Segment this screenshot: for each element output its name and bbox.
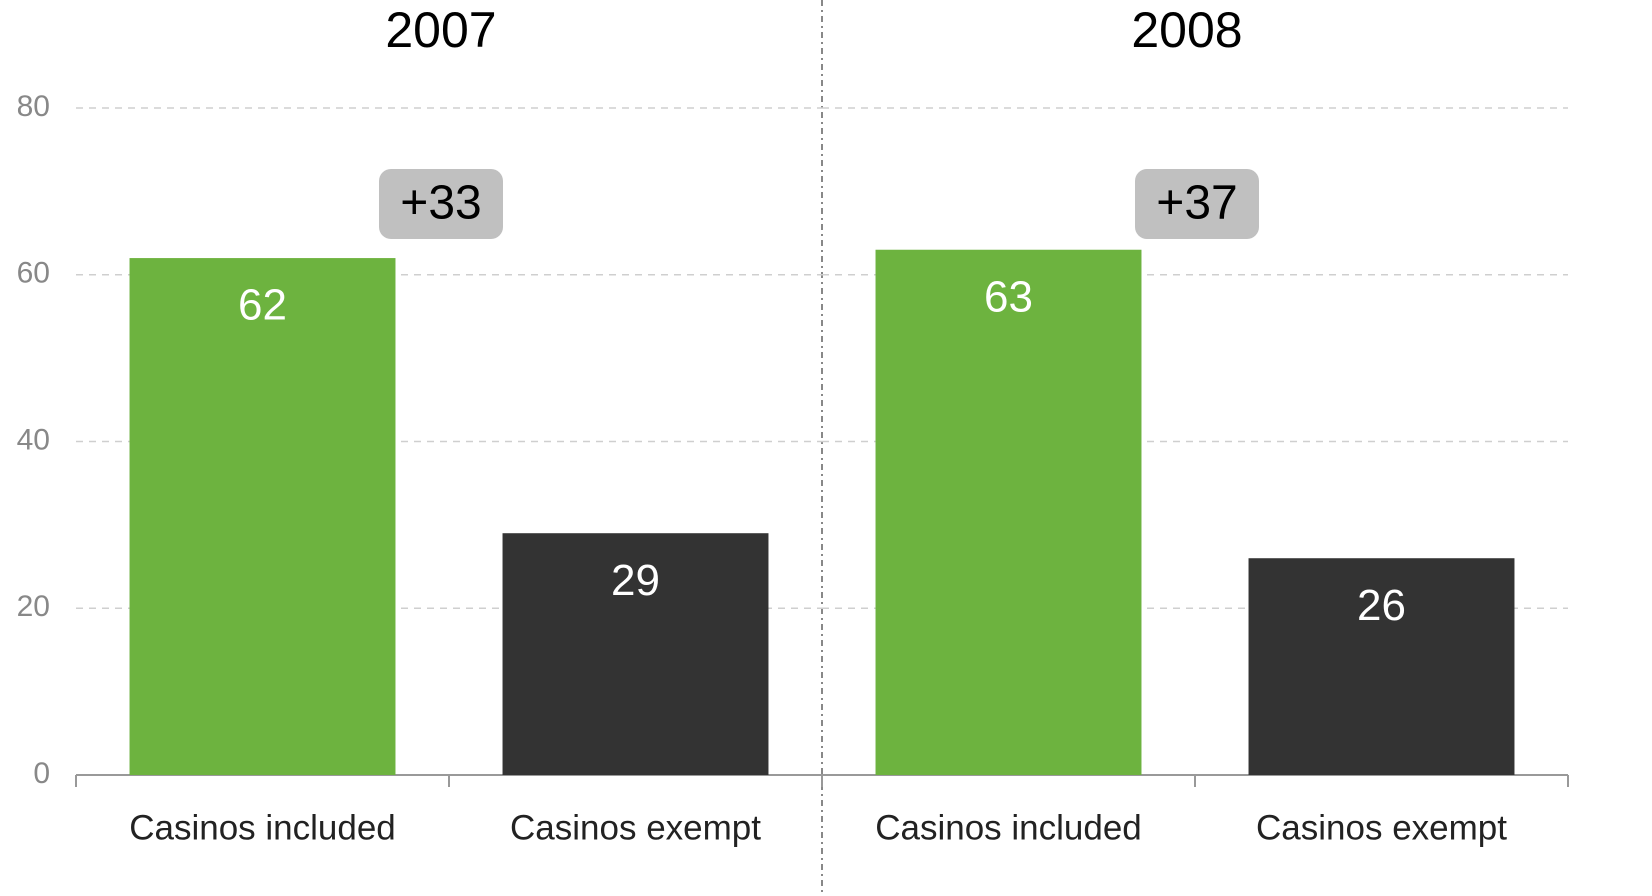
annotation: +37 [1156, 177, 1237, 230]
y-tick-label: 60 [17, 257, 50, 290]
bar [502, 533, 769, 775]
annotation: +33 [400, 177, 481, 230]
bar [1248, 558, 1515, 775]
bar-value-label: 62 [238, 281, 287, 330]
bar [129, 258, 396, 775]
bar-value-label: 63 [984, 272, 1033, 321]
bar-value-label: 26 [1357, 581, 1406, 630]
panel-title: 2007 [385, 2, 496, 58]
annotation-box [379, 169, 503, 239]
bar [875, 249, 1142, 776]
y-tick-label: 40 [17, 423, 50, 456]
x-tick-label: Casinos exempt [1256, 808, 1507, 847]
y-tick-label: 80 [17, 90, 50, 123]
bar-value-label: 29 [611, 556, 660, 605]
x-tick-label: Casinos exempt [510, 808, 761, 847]
x-tick-label: Casinos included [875, 808, 1142, 847]
y-tick-label: 20 [17, 590, 50, 623]
annotation-box [1135, 169, 1259, 239]
x-tick-label: Casinos included [129, 808, 396, 847]
panel-title: 2008 [1131, 2, 1242, 58]
y-tick-label: 0 [33, 757, 50, 790]
